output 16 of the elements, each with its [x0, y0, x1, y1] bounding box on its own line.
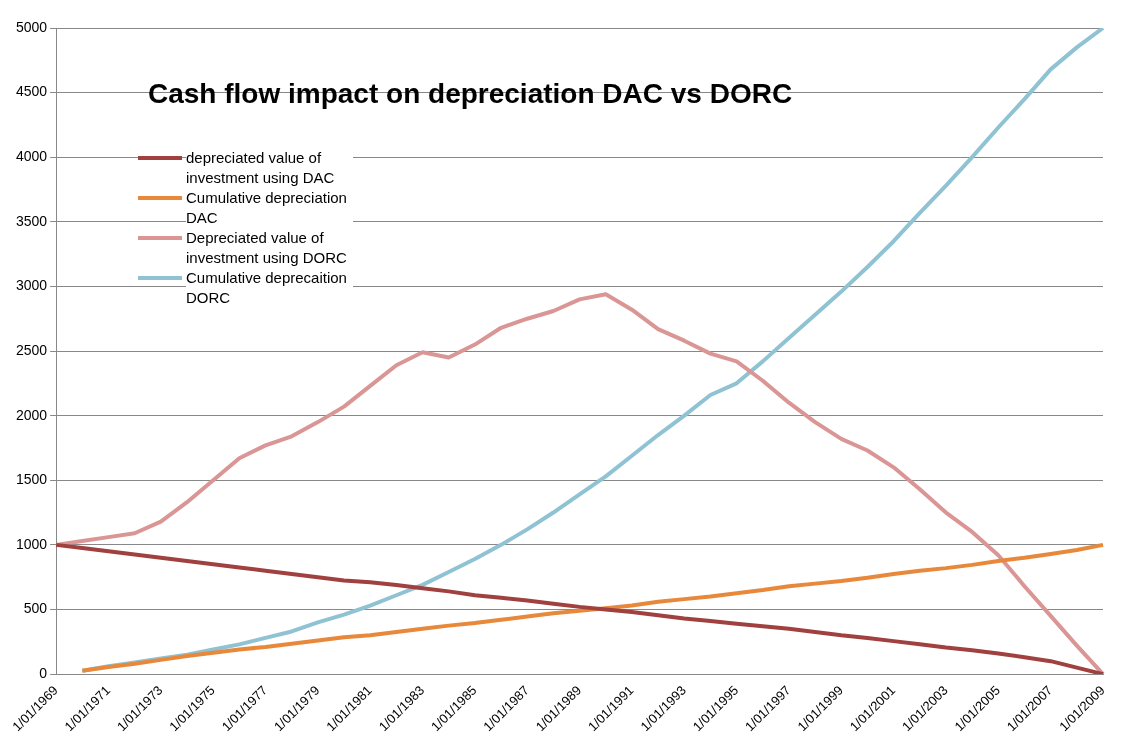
legend-label: depreciated value of investment using DAC [186, 148, 353, 188]
y-tick-label: 0 [39, 664, 48, 681]
y-tick-label: 1000 [15, 535, 48, 552]
y-tick-label: 4000 [15, 148, 48, 165]
y-tick-label: 3500 [15, 212, 48, 229]
y-tick-label: 2000 [15, 406, 48, 423]
text: Cash flow impact on depreciation DAC vs DORC [148, 78, 793, 110]
legend-label: Cumulative depreciation DAC [186, 188, 353, 228]
legend-label: Depreciated value of investment using DORC [186, 228, 353, 268]
y-tick-label: 1500 [15, 471, 48, 488]
y-tick-label: 3000 [15, 277, 48, 294]
y-tick-label: 2500 [15, 341, 48, 358]
y-tick-label: 5000 [15, 18, 48, 35]
y-tick-label: 4500 [15, 83, 48, 100]
y-tick-label: 500 [23, 600, 48, 617]
legend-label: Cumulative deprecaition DORC [186, 268, 353, 308]
